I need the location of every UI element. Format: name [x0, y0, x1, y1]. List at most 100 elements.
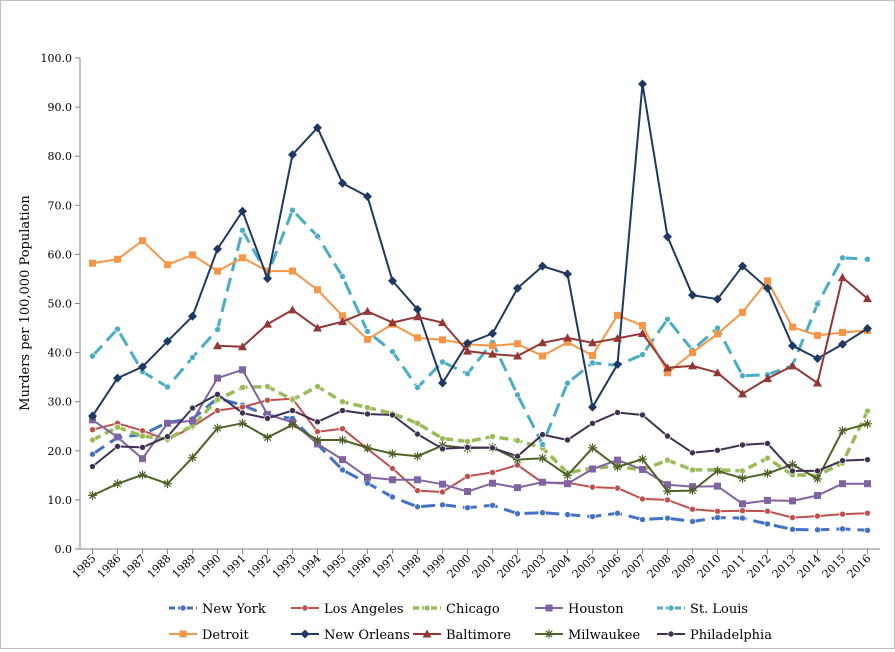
point-new-orleans-marker — [538, 261, 547, 271]
point-houston-marker — [464, 488, 471, 496]
point-houston-marker — [214, 374, 221, 382]
point-st-louis-marker — [564, 379, 571, 387]
legend-label: Detroit — [202, 628, 250, 643]
point-chicago-marker — [114, 423, 121, 431]
y-tick-label: 90.0 — [48, 101, 73, 114]
point-philadelphia-marker — [214, 391, 221, 398]
point-chicago-marker — [864, 407, 871, 415]
point-new-york-marker — [389, 493, 396, 501]
point-philadelphia-marker — [689, 449, 696, 457]
point-baltimore-marker — [388, 318, 397, 327]
point-st-louis-marker — [664, 315, 671, 323]
point-st-louis-marker — [864, 256, 871, 263]
point-houston-marker — [339, 456, 346, 464]
point-st-louis-marker — [514, 391, 521, 399]
y-tick-label: 30.0 — [48, 396, 73, 409]
point-los-angeles-marker — [714, 507, 721, 515]
point-detroit-marker — [339, 312, 346, 320]
point-baltimore-marker — [513, 351, 522, 360]
point-st-louis-marker — [239, 227, 246, 234]
point-st-louis-marker — [589, 359, 596, 367]
legend-entry-st-louis: St. Louis — [657, 602, 748, 617]
point-los-angeles-marker — [664, 496, 671, 504]
point-los-angeles-marker — [589, 483, 596, 491]
point-milwaukee-marker — [188, 453, 197, 463]
point-new-orleans-marker — [288, 150, 297, 160]
point-detroit-marker — [839, 328, 846, 336]
x-tick-label: 2015 — [820, 552, 849, 581]
point-st-louis-marker — [289, 206, 296, 214]
point-philadelphia-marker — [289, 407, 296, 414]
point-new-orleans-marker — [463, 338, 472, 348]
point-detroit-marker — [664, 369, 671, 377]
point-los-angeles-marker — [239, 403, 246, 411]
point-new-orleans-marker — [138, 362, 147, 372]
x-tick-label: 1995 — [320, 552, 349, 581]
legend-philadelphia-marker — [667, 630, 675, 638]
point-new-orleans-marker — [238, 206, 247, 216]
point-chicago-marker — [464, 438, 471, 445]
legend-los-angeles-marker — [301, 604, 309, 612]
legend-houston-marker — [545, 604, 553, 612]
point-los-angeles-marker — [614, 484, 621, 492]
point-philadelphia-marker — [164, 433, 171, 440]
point-chicago-marker — [139, 432, 146, 440]
point-baltimore-marker — [663, 363, 672, 372]
x-tick-label: 1985 — [70, 552, 99, 581]
point-new-york-marker — [364, 479, 371, 487]
point-los-angeles-marker — [89, 426, 96, 433]
point-baltimore-marker — [563, 333, 572, 342]
point-st-louis-marker — [839, 254, 846, 262]
point-houston-marker — [264, 410, 271, 418]
x-tick-label: 2007 — [620, 552, 649, 581]
point-philadelphia-marker — [189, 404, 196, 412]
legend-entry-philadelphia: Philadelphia — [657, 628, 772, 643]
point-detroit-marker — [264, 267, 271, 275]
point-detroit-marker — [514, 340, 521, 348]
point-new-york-marker — [614, 509, 621, 517]
series-houston — [89, 366, 871, 508]
point-detroit-marker — [714, 330, 721, 338]
y-tick-label: 70.0 — [48, 199, 73, 212]
point-milwaukee-marker — [863, 419, 872, 429]
point-new-orleans-marker — [713, 294, 722, 304]
series-line-houston — [91, 368, 868, 505]
point-detroit-marker — [614, 311, 621, 319]
point-chicago-marker — [439, 435, 446, 442]
point-baltimore-marker — [463, 346, 472, 355]
point-houston-marker — [439, 480, 446, 488]
point-new-york-marker — [814, 526, 821, 534]
legend-entry-chicago: Chicago — [413, 602, 500, 617]
point-milwaukee-marker — [763, 468, 772, 478]
point-st-louis-marker — [714, 324, 721, 332]
point-new-orleans-marker — [863, 324, 872, 334]
legend-detroit-marker — [179, 630, 187, 638]
point-st-louis-marker — [414, 384, 421, 391]
legend-entry-new-orleans: New Orleans — [291, 628, 410, 643]
point-philadelphia-marker — [764, 440, 771, 447]
point-st-louis-marker — [389, 348, 396, 355]
legend-entry-los-angeles: Los Angeles — [291, 602, 404, 617]
point-philadelphia-marker — [339, 407, 346, 414]
x-tick-label: 2009 — [670, 552, 699, 581]
point-chicago-marker — [89, 436, 96, 444]
point-milwaukee-marker — [813, 474, 822, 484]
x-tick-label: 1989 — [170, 552, 199, 581]
y-tick-label: 100.0 — [41, 52, 73, 65]
point-chicago-marker — [239, 384, 246, 391]
point-detroit-marker — [639, 322, 646, 330]
point-new-orleans-marker — [638, 79, 647, 89]
legend-label: Baltimore — [446, 628, 511, 643]
point-detroit-marker — [589, 352, 596, 360]
legend-entry-new-york: New York — [169, 602, 266, 617]
point-philadelphia-marker — [389, 411, 396, 419]
point-baltimore-marker — [338, 317, 347, 326]
point-detroit-marker — [314, 286, 321, 294]
point-detroit-marker — [439, 336, 446, 344]
point-st-louis-marker — [164, 383, 171, 391]
point-houston-marker — [614, 456, 621, 464]
point-st-louis-marker — [214, 326, 221, 333]
series-detroit — [89, 237, 871, 377]
point-new-orleans-marker — [313, 123, 322, 133]
point-milwaukee-marker — [413, 451, 422, 461]
